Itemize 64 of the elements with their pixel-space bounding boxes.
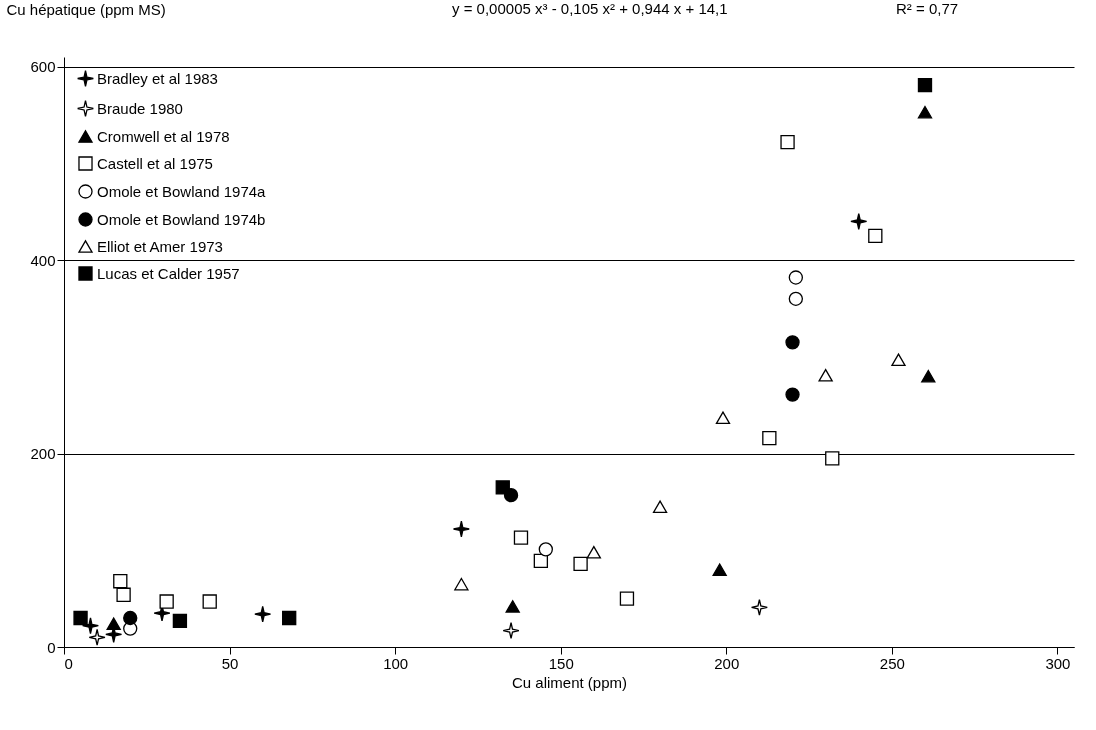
point (715, 411, 731, 425)
point (780, 134, 795, 150)
point (825, 451, 840, 466)
point (917, 105, 933, 119)
point (172, 613, 188, 629)
point (762, 430, 777, 446)
y-tick-label: 0 (47, 638, 56, 656)
point (116, 587, 131, 602)
x-tick-label: 100 (383, 654, 409, 672)
legend-label: Omole et Bowland 1974b (97, 210, 266, 228)
point (202, 594, 217, 609)
legend-label: Bradley et al 1983 (97, 69, 218, 87)
point (88, 628, 106, 646)
point (254, 605, 272, 623)
point (850, 212, 868, 230)
text: y = 0,00005 x³ - 0,105 x² + 0,944 x + 14,1 (452, 0, 728, 17)
x-tick-label: 50 (221, 654, 239, 672)
legend-label: Castell et al 1975 (97, 154, 213, 172)
point (82, 617, 99, 635)
point (917, 77, 933, 93)
point (454, 577, 469, 591)
x-tick-label: 300 (1045, 654, 1071, 672)
legend-label: Elliot et Amer 1973 (97, 237, 223, 255)
point (73, 610, 88, 626)
point (785, 335, 800, 350)
point (868, 228, 883, 244)
x-tick-label: 200 (714, 654, 740, 672)
legend-label: Omole et Bowland 1974a (97, 182, 267, 200)
point (505, 600, 520, 613)
point (159, 594, 174, 609)
x-axis-title: Cu aliment (ppm) (511, 673, 628, 691)
point (586, 545, 602, 559)
legend-label: Cromwell et al 1978 (97, 127, 230, 145)
point (818, 368, 833, 382)
point (106, 617, 121, 631)
x-tick-label: 150 (548, 654, 574, 672)
point (533, 553, 549, 569)
y-tick-label: 400 (30, 251, 56, 269)
point (788, 291, 804, 306)
legend-label: Lucas et Calder 1957 (97, 264, 240, 282)
point (750, 598, 768, 616)
point (921, 369, 936, 383)
point (513, 530, 529, 545)
point (619, 591, 635, 606)
x-tick-label: 0 (64, 654, 73, 672)
point (123, 610, 138, 626)
point (785, 387, 800, 402)
legend-label: Braude 1980 (97, 99, 183, 117)
point (573, 556, 588, 571)
point (502, 622, 520, 640)
point (282, 610, 297, 626)
point (452, 520, 470, 538)
y-tick-label: 200 (30, 445, 56, 463)
y-axis-title: Cu hépatique (ppm MS) (6, 0, 166, 18)
point (495, 480, 510, 495)
x-tick-label: 250 (879, 654, 905, 672)
point (652, 500, 668, 514)
point (891, 353, 906, 367)
text: R² = 0,77 (896, 0, 959, 17)
y-tick-label: 600 (30, 58, 56, 76)
point (113, 574, 128, 589)
point (712, 563, 727, 576)
point (788, 270, 804, 285)
point (538, 542, 553, 557)
